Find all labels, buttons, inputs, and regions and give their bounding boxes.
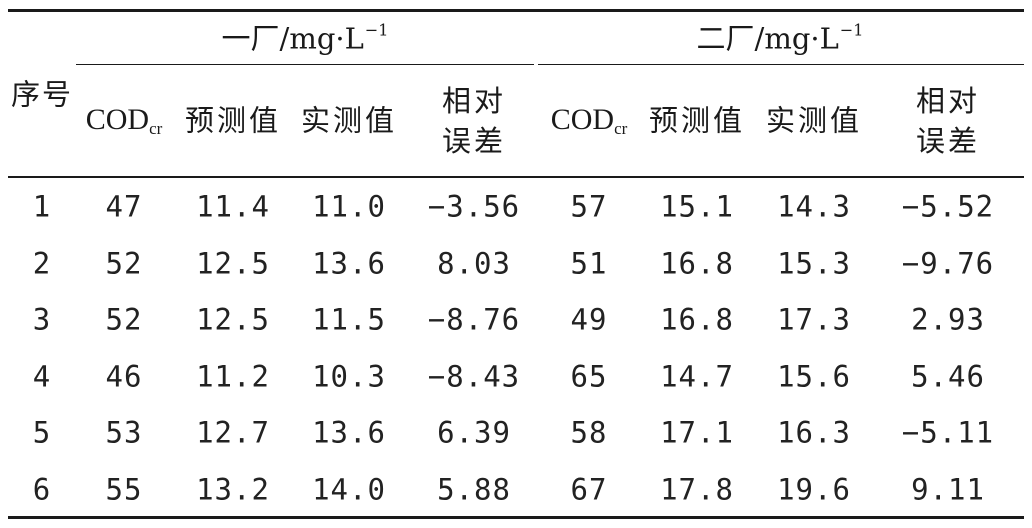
cell-measured-plant-two: 15.3 xyxy=(777,246,851,281)
cell-measured-plant-two: 15.6 xyxy=(777,359,851,394)
cell-predicted-plant-two: 16.8 xyxy=(660,246,734,281)
cell-cod-plant-one: 47 xyxy=(105,189,143,224)
cell-cod-plant-one: 52 xyxy=(105,302,143,337)
plant-two-group-rule xyxy=(538,64,1024,65)
cell-relative-error-plant-two: −9.76 xyxy=(901,246,995,281)
cell-relative-error-plant-two: 9.11 xyxy=(911,472,985,507)
cell-measured-plant-one: 10.3 xyxy=(312,359,386,394)
cell-relative-error-plant-two: −5.52 xyxy=(901,189,995,224)
cell-predicted-plant-one: 12.5 xyxy=(196,302,270,337)
cell-predicted-plant-one: 12.7 xyxy=(196,415,270,450)
cell-relative-error-plant-two: 5.46 xyxy=(911,359,985,394)
cell-relative-error-plant-one: −8.76 xyxy=(427,302,521,337)
header-rule xyxy=(8,176,1024,178)
cell-predicted-plant-two: 14.7 xyxy=(660,359,734,394)
cell-predicted-plant-one: 12.5 xyxy=(196,246,270,281)
cell-row-number: 5 xyxy=(32,415,52,450)
cell-row-number: 1 xyxy=(32,189,52,224)
cell-cod-plant-two: 51 xyxy=(570,246,608,281)
cell-measured-plant-one: 11.5 xyxy=(312,302,386,337)
plant-one-group-rule xyxy=(76,64,534,65)
col-header-cod-plant-one: CODcr xyxy=(85,103,163,138)
cell-cod-plant-two: 67 xyxy=(570,472,608,507)
cell-relative-error-plant-one: 6.39 xyxy=(437,415,511,450)
cell-predicted-plant-one: 11.2 xyxy=(196,359,270,394)
cell-measured-plant-one: 14.0 xyxy=(312,472,386,507)
col-header-predicted-plant-two: 预测值 xyxy=(648,103,746,138)
cell-row-number: 3 xyxy=(32,302,52,337)
cell-cod-plant-two: 65 xyxy=(570,359,608,394)
cell-measured-plant-one: 13.6 xyxy=(312,246,386,281)
cell-measured-plant-two: 19.6 xyxy=(777,472,851,507)
cell-relative-error-plant-one: 8.03 xyxy=(437,246,511,281)
cell-cod-plant-two: 58 xyxy=(570,415,608,450)
top-rule xyxy=(8,9,1024,12)
cell-predicted-plant-two: 17.1 xyxy=(660,415,734,450)
cell-measured-plant-one: 13.6 xyxy=(312,415,386,450)
cell-measured-plant-two: 16.3 xyxy=(777,415,851,450)
cell-measured-plant-one: 11.0 xyxy=(312,189,386,224)
cell-predicted-plant-two: 15.1 xyxy=(660,189,734,224)
cell-predicted-plant-two: 16.8 xyxy=(660,302,734,337)
cell-predicted-plant-one: 11.4 xyxy=(196,189,270,224)
plant-one-header: 一厂/mg·L−1 xyxy=(221,20,389,56)
cell-cod-plant-two: 57 xyxy=(570,189,608,224)
cell-cod-plant-one: 53 xyxy=(105,415,143,450)
bottom-rule xyxy=(8,516,1024,519)
cell-relative-error-plant-two: 2.93 xyxy=(911,302,985,337)
col-header-relative-error-plant-one: 相对 误差 xyxy=(441,84,506,158)
cell-predicted-plant-two: 17.8 xyxy=(660,472,734,507)
plant-two-header: 二厂/mg·L−1 xyxy=(696,20,864,56)
cell-cod-plant-one: 46 xyxy=(105,359,143,394)
cell-relative-error-plant-one: −3.56 xyxy=(427,189,521,224)
cell-relative-error-plant-two: −5.11 xyxy=(901,415,995,450)
col-header-measured-plant-two: 实测值 xyxy=(765,103,863,138)
cell-cod-plant-two: 49 xyxy=(570,302,608,337)
cell-predicted-plant-one: 13.2 xyxy=(196,472,270,507)
cell-relative-error-plant-one: 5.88 xyxy=(437,472,511,507)
cell-cod-plant-one: 52 xyxy=(105,246,143,281)
cell-row-number: 4 xyxy=(32,359,52,394)
col-header-measured-plant-one: 实测值 xyxy=(300,103,398,138)
row-number-header: 序号 xyxy=(10,77,74,112)
cell-row-number: 2 xyxy=(32,246,52,281)
cell-measured-plant-two: 14.3 xyxy=(777,189,851,224)
col-header-predicted-plant-one: 预测值 xyxy=(184,103,282,138)
cell-cod-plant-one: 55 xyxy=(105,472,143,507)
cell-row-number: 6 xyxy=(32,472,52,507)
cell-measured-plant-two: 17.3 xyxy=(777,302,851,337)
col-header-relative-error-plant-two: 相对 误差 xyxy=(915,84,980,158)
cell-relative-error-plant-one: −8.43 xyxy=(427,359,521,394)
col-header-cod-plant-two: CODcr xyxy=(550,103,628,138)
